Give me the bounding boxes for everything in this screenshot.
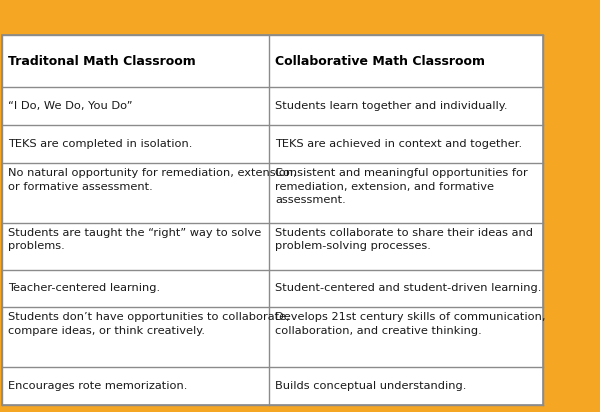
Text: Students learn together and individually.: Students learn together and individually… xyxy=(275,101,508,111)
Bar xyxy=(2,35,543,405)
Text: Collaborative Math Classroom: Collaborative Math Classroom xyxy=(275,55,485,68)
Text: TEKS are achieved in context and together.: TEKS are achieved in context and togethe… xyxy=(275,139,523,149)
Text: Students don’t have opportunities to collaborate,
compare ideas, or think creati: Students don’t have opportunities to col… xyxy=(8,312,290,336)
Text: No natural opportunity for remediation, extension,
or formative assessment.: No natural opportunity for remediation, … xyxy=(8,168,297,192)
Text: Students collaborate to share their ideas and
problem-solving processes.: Students collaborate to share their idea… xyxy=(275,228,533,251)
Text: Student-centered and student-driven learning.: Student-centered and student-driven lear… xyxy=(275,283,542,293)
Text: Students are taught the “right” way to solve
problems.: Students are taught the “right” way to s… xyxy=(8,228,261,251)
Text: Teacher-centered learning.: Teacher-centered learning. xyxy=(8,283,160,293)
Text: Builds conceptual understanding.: Builds conceptual understanding. xyxy=(275,381,467,391)
Text: Traditonal Math Classroom: Traditonal Math Classroom xyxy=(8,55,196,68)
Text: Consistent and meaningful opportunities for
remediation, extension, and formativ: Consistent and meaningful opportunities … xyxy=(275,168,528,205)
Text: Develops 21st century skills of communication,
collaboration, and creative think: Develops 21st century skills of communic… xyxy=(275,312,546,336)
Text: “I Do, We Do, You Do”: “I Do, We Do, You Do” xyxy=(8,101,133,111)
Text: Encourages rote memorization.: Encourages rote memorization. xyxy=(8,381,187,391)
Text: TEKS are completed in isolation.: TEKS are completed in isolation. xyxy=(8,139,193,149)
